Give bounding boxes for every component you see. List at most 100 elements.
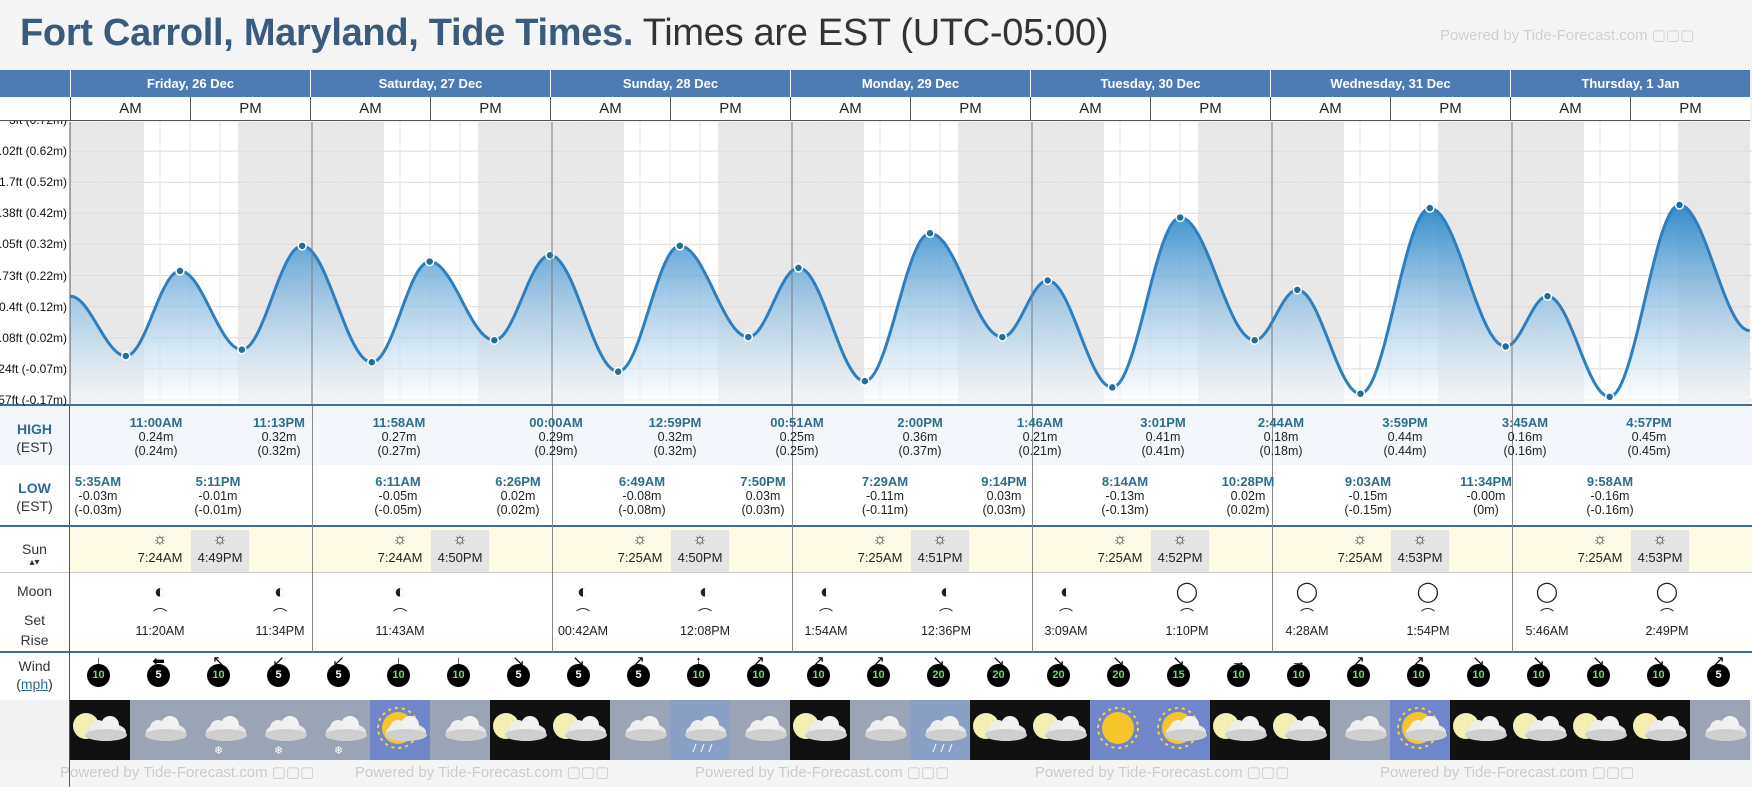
yaxis-label: 1.38ft (0.42m) <box>0 206 67 221</box>
high-tide-time: 3:45AM <box>1501 415 1549 430</box>
footer-powered: Powered by Tide-Forecast.com ▢▢▢ <box>1380 764 1635 781</box>
day-header-4: Tuesday, 30 Dec <box>1030 70 1270 97</box>
svg-text:❄: ❄ <box>274 745 283 757</box>
wind-cell: 10 ↘ <box>1450 653 1509 698</box>
low-tide-entry: 10:28PM 0.02m (0.02m) <box>1189 475 1307 518</box>
yaxis-label: -0.24ft (-0.07m) <box>0 361 67 376</box>
low-tide-height-alt: (0.03m) <box>982 503 1026 517</box>
wind-unit-link[interactable]: (mph) <box>16 676 53 692</box>
low-tide-height-alt: (0m) <box>1473 503 1499 517</box>
moonrise-icon: ⌒ <box>819 607 833 623</box>
sunrise-time: 7:24AM <box>137 550 183 565</box>
tide-point <box>613 366 623 377</box>
wind-direction-icon: → <box>1231 653 1246 670</box>
wind-cell: 10 ↘ <box>1570 653 1629 698</box>
low-tide-height: -0.03m <box>78 489 118 503</box>
wind-speed-badge: 10 <box>387 664 410 687</box>
svg-text:❄: ❄ <box>334 745 343 757</box>
wind-direction-icon: ↘ <box>1052 653 1065 670</box>
low-tide-height: -0.11m <box>866 489 904 503</box>
wind-direction-icon: ↘ <box>572 653 585 670</box>
low-tide-time: 7:29AM <box>861 474 909 489</box>
wind-direction-icon: ↙ <box>332 653 345 670</box>
page-title: Fort Carroll, Maryland, Tide Times. Time… <box>20 12 1109 54</box>
wind-speed-badge: 10 <box>1467 664 1490 687</box>
high-tide-time: 3:59PM <box>1382 415 1428 430</box>
low-tide-time: 7:50PM <box>740 474 786 489</box>
tide-point <box>1500 341 1511 352</box>
high-tide-entry: 1:46AM 0.21m (0.21m) <box>981 415 1099 459</box>
wind-cell: 5 ↘ <box>490 653 549 698</box>
moonrise-icon: ⌒ <box>1660 607 1674 623</box>
footer-bg <box>0 760 1752 787</box>
sunset-icon: ☼ <box>932 531 948 548</box>
low-tide-height: -0.16m <box>1590 489 1630 503</box>
low-tide-height: -0.00m <box>1466 489 1506 503</box>
wind-speed-badge: 10 <box>1407 664 1430 687</box>
sunrise-icon: ☼ <box>1592 531 1608 548</box>
cloudy-icon <box>1690 700 1750 760</box>
snow-icon: ❄ <box>190 700 250 760</box>
sunset-icon: ☼ <box>1412 531 1428 548</box>
wind-cell: 10 ↖ <box>190 653 249 698</box>
moon-phase-icon: ◐ <box>576 581 590 603</box>
moon-time: 11:34PM <box>255 624 305 638</box>
high-tide-height: 0.25m <box>779 430 815 444</box>
tide-point <box>121 351 131 361</box>
moon-cell: ◯ ⌒ 1:10PM <box>1152 580 1222 638</box>
wind-speed-badge: 10 <box>807 664 830 687</box>
high-tide-height: 0.36m <box>902 430 938 444</box>
moon-time: 1:10PM <box>1165 624 1209 638</box>
moonrise-icon: ⌒ <box>1300 607 1314 623</box>
wind-speed-badge: 10 <box>1227 664 1250 687</box>
footer-powered: Powered by Tide-Forecast.com ▢▢▢ <box>1035 764 1290 781</box>
cloudy-icon <box>850 700 910 760</box>
wind-direction-icon: ↖ <box>212 653 225 670</box>
wind-speed-badge: 5 <box>1707 664 1730 687</box>
wind-direction-icon: ↘ <box>1592 653 1605 670</box>
moonrise-icon: ⌒ <box>576 607 590 623</box>
yaxis-label: 1.05ft (0.32m) <box>0 237 67 252</box>
tide-point <box>1042 275 1053 286</box>
moon-time: 12:08PM <box>679 624 731 638</box>
moon-phase-icon: ◯ <box>1416 581 1440 603</box>
wind-direction-icon: ↓ <box>394 653 403 670</box>
low-tide-height-alt: (0.03m) <box>741 503 785 517</box>
high-tide-entry: 12:59PM 0.32m (0.32m) <box>616 416 734 459</box>
high-tide-entry: 2:44AM 0.18m (0.18m) <box>1222 416 1340 459</box>
low-tide-time: 6:49AM <box>618 474 666 489</box>
yaxis-bg <box>0 122 70 405</box>
wind-cell: 10 ↗ <box>1390 653 1449 698</box>
high-tide-entry: 00:00AM 0.29m (0.29m) <box>497 416 615 459</box>
wind-direction-icon: ↓ <box>454 653 463 670</box>
high-tide-time: 1:46AM <box>1016 415 1064 430</box>
wind-speed-badge: 20 <box>987 664 1010 687</box>
high-label-text: (EST) <box>16 439 53 455</box>
tide-point <box>545 250 555 261</box>
yaxis-label: -0.57ft (-0.17m) <box>0 393 67 408</box>
pm-label: PM <box>1390 97 1510 121</box>
wind-speed-badge: 10 <box>1347 664 1370 687</box>
tide-point <box>1107 382 1118 393</box>
low-tide-height: -0.01m <box>198 489 238 503</box>
sunset-time: 4:50PM <box>677 550 723 565</box>
wind-speed-badge: 5 <box>327 664 350 687</box>
high-tide-height-alt: (0.18m) <box>1259 444 1303 458</box>
wind-direction-icon: ↗ <box>632 653 645 670</box>
high-tide-height-alt: (0.29m) <box>534 444 578 458</box>
low-tide-time: 9:03AM <box>1344 474 1392 489</box>
wind-direction-icon: ↘ <box>1472 653 1485 670</box>
low-tide-height: 0.03m <box>745 489 781 503</box>
wind-speed-badge: 20 <box>1047 664 1070 687</box>
wind-speed-badge: 10 <box>747 664 770 687</box>
tide-point <box>424 256 435 267</box>
day-col-line <box>1512 406 1513 652</box>
wind-cell: 5 ⬅ <box>130 653 189 698</box>
wind-direction-icon: ↗ <box>812 653 825 670</box>
high-tide-height-alt: (0.21m) <box>1018 444 1062 458</box>
sunrise-cell: ☼ 7:24AM <box>131 530 189 572</box>
wind-speed-badge: 10 <box>447 664 470 687</box>
moonrise-icon: ⌒ <box>1421 607 1435 623</box>
wind-direction-icon: ↗ <box>752 653 765 670</box>
footer-powered: Powered by Tide-Forecast.com ▢▢▢ <box>695 764 950 781</box>
